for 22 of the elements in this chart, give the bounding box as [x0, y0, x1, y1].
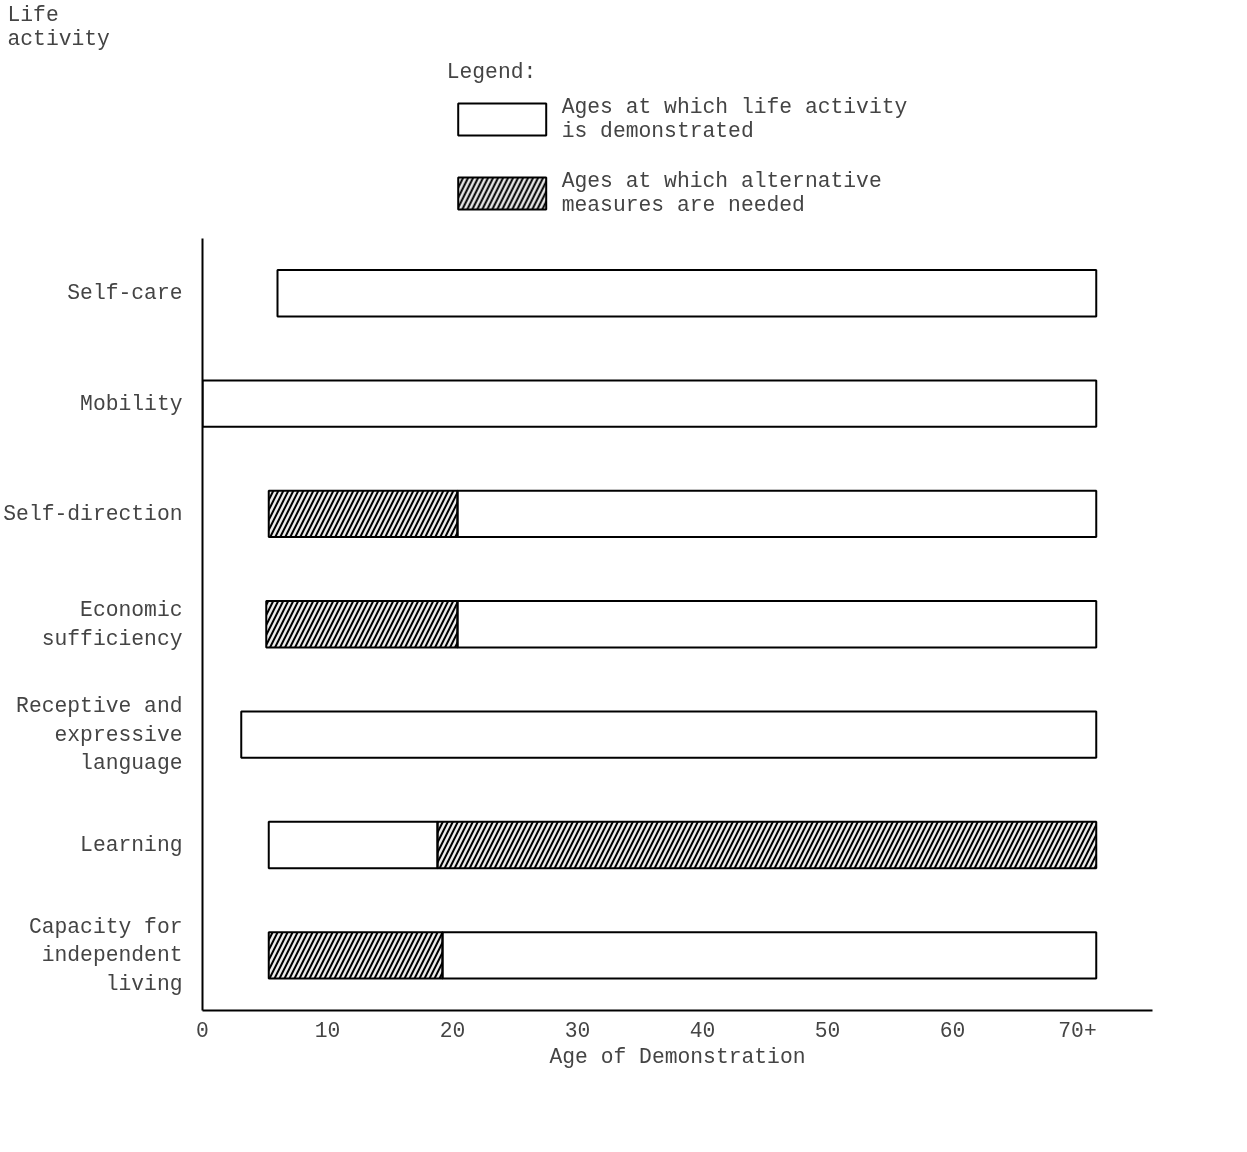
- y-tick-label: Self-care: [67, 281, 183, 306]
- bar: [276, 269, 1098, 318]
- legend-label: Ages at which life activity is demonstrated: [561, 94, 908, 145]
- y-tick-label: Economic sufficiency: [41, 597, 183, 651]
- x-tick-label: 10: [314, 1018, 341, 1043]
- y-tick-label: Self-direction: [3, 501, 183, 526]
- x-tick-label: 40: [689, 1018, 716, 1043]
- legend-label: Ages at which alternative measures are needed: [561, 168, 882, 219]
- x-tick-label: 30: [564, 1018, 591, 1043]
- text: Life activity: [7, 2, 111, 51]
- x-axis-title: Age of Demonstration: [549, 1044, 806, 1069]
- y-tick-label: Capacity for independent living: [28, 914, 183, 997]
- x-tick-label: 70+: [1058, 1018, 1097, 1043]
- legend-title: Legend:: [446, 60, 538, 84]
- x-tick-label: 20: [439, 1018, 466, 1043]
- x-tick-label: 60: [939, 1018, 966, 1043]
- x-tick-label: 50: [814, 1018, 841, 1043]
- y-tick-label: Mobility: [80, 391, 183, 416]
- bar: [240, 710, 1098, 759]
- y-tick-label: Receptive and expressive language: [16, 693, 183, 776]
- y-tick-label: Learning: [80, 832, 183, 857]
- x-tick-label: 0: [196, 1018, 209, 1043]
